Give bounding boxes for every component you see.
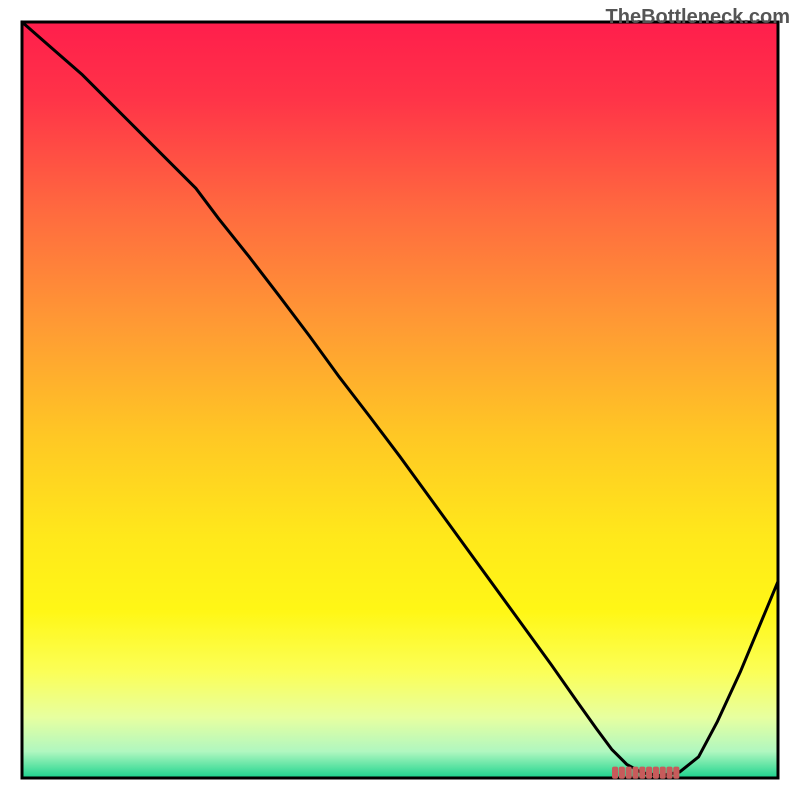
plot-svg <box>0 0 800 800</box>
source-label: TheBottleneck.com <box>606 6 790 29</box>
gradient-background <box>22 22 778 778</box>
chart-wrapper: TheBottleneck.com <box>0 0 800 800</box>
